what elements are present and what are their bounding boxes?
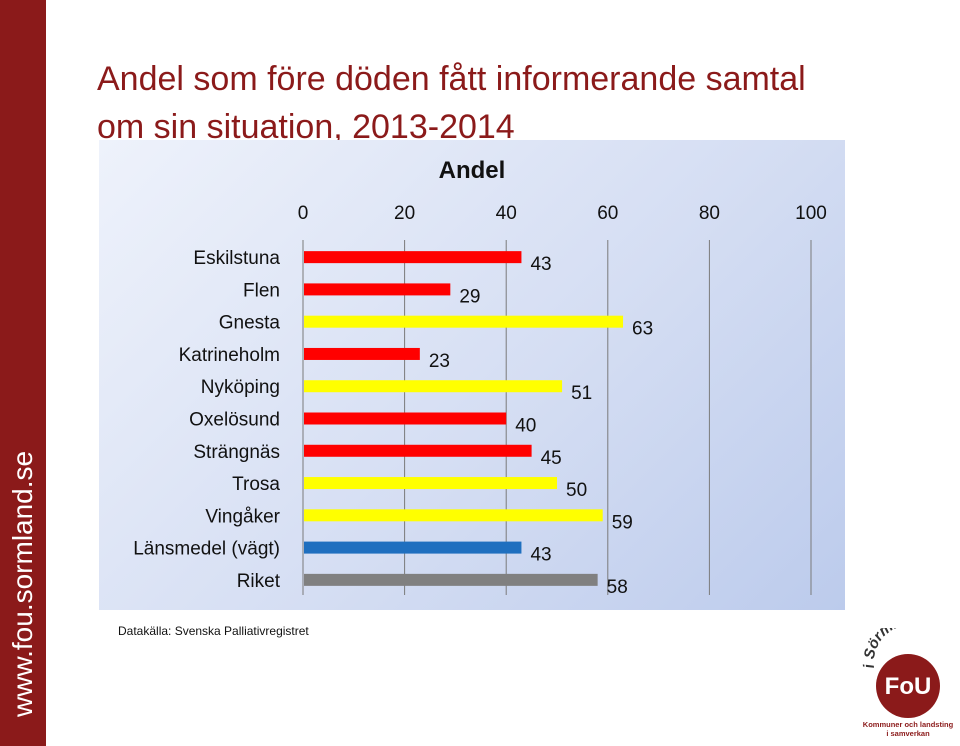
category-label: Nyköping [201, 377, 280, 398]
x-tick-label: 60 [597, 203, 618, 224]
value-label: 29 [459, 286, 480, 307]
x-tick-label: 40 [496, 203, 517, 224]
sidebar-band: www.fou.sormland.se [0, 0, 46, 746]
value-label: 45 [541, 448, 562, 469]
bar [304, 444, 532, 457]
logo-circle [876, 654, 940, 718]
value-label: 58 [607, 577, 628, 598]
x-tick-label: 0 [298, 203, 309, 224]
bar-chart: Andel 0 20 40 60 80 100 Eskilstuna 43 Flen 29 Gnest… [133, 157, 827, 598]
bar [304, 541, 522, 554]
chart-background [99, 140, 845, 610]
bar [304, 283, 451, 296]
x-tick-label: 20 [394, 203, 415, 224]
logo-center-text: FoU [885, 673, 932, 700]
value-label: 43 [530, 254, 551, 275]
value-label: 59 [612, 512, 633, 533]
bar [304, 315, 624, 328]
chart-title: Andel [439, 157, 506, 184]
value-label: 51 [571, 383, 592, 404]
x-tick-label: 80 [699, 203, 720, 224]
category-label: Eskilstuna [193, 248, 280, 269]
logo-bottom-line2: i samverkan [886, 729, 930, 738]
category-label: Oxelösund [189, 410, 280, 431]
bar [304, 251, 522, 264]
bar [304, 477, 557, 490]
value-label: 50 [566, 480, 587, 501]
value-label: 40 [515, 416, 536, 437]
slide-title: Andel som före döden fått informerande s… [97, 60, 806, 146]
bar [304, 573, 598, 586]
bar [304, 347, 420, 360]
logo-bottom-line1: Kommuner och landsting [863, 720, 954, 729]
value-label: 63 [632, 319, 653, 340]
value-label: 43 [530, 545, 551, 566]
sidebar-url[interactable]: www.fou.sormland.se [7, 450, 38, 717]
category-label: Länsmedel (vägt) [133, 539, 280, 560]
bar [304, 412, 507, 425]
value-label: 23 [429, 351, 450, 372]
category-label: Gnesta [219, 313, 281, 334]
category-label: Riket [237, 571, 281, 592]
category-label: Katrineholm [179, 345, 280, 366]
bar [304, 509, 603, 522]
category-label: Strängnäs [193, 442, 280, 463]
category-label: Vingåker [205, 506, 280, 527]
source-note: Datakälla: Svenska Palliativregistret [118, 624, 309, 638]
category-label: Flen [243, 280, 280, 301]
category-label: Trosa [232, 474, 280, 495]
x-tick-label: 100 [795, 203, 827, 224]
bar [304, 380, 563, 393]
fou-logo: i Sörmland FoU Kommuner och landsting i … [861, 628, 954, 738]
